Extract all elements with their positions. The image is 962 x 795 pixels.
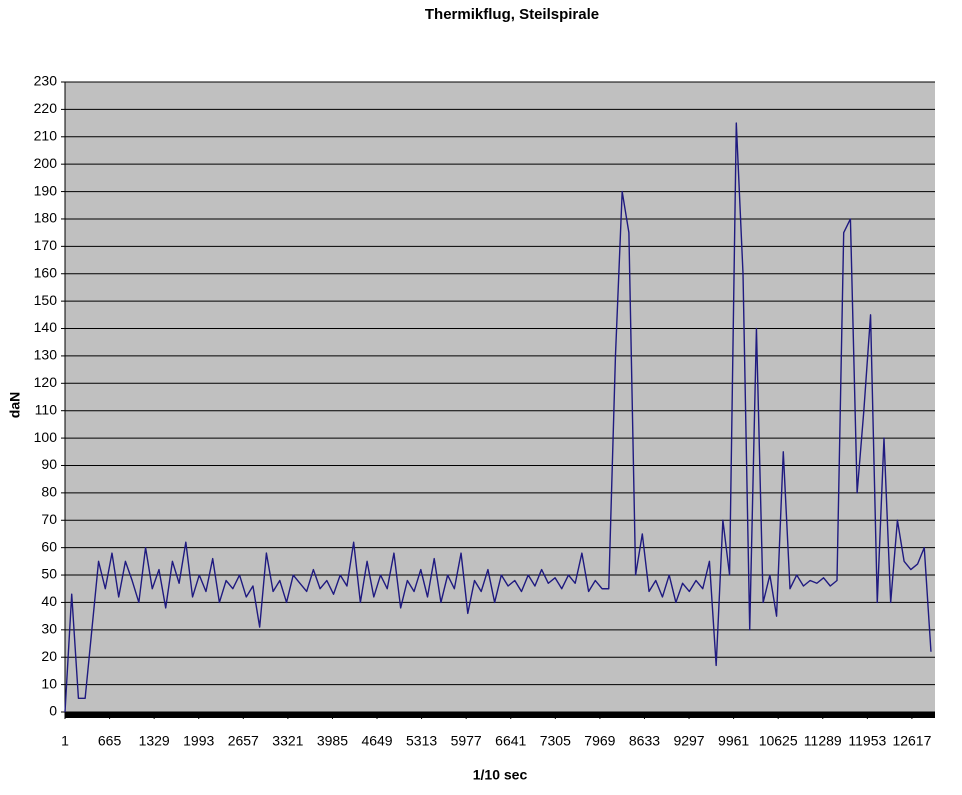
y-tick-label: 230	[34, 73, 58, 89]
plot-area	[65, 82, 935, 712]
x-tick-label: 3321	[272, 733, 303, 749]
y-tick-label: 130	[34, 347, 58, 363]
x-tick-label: 1993	[183, 733, 214, 749]
x-tick-label: 3985	[317, 733, 348, 749]
y-tick-label: 50	[41, 566, 57, 582]
x-tick-label: 665	[98, 733, 122, 749]
y-tick-label: 40	[41, 593, 57, 609]
y-tick-label: 80	[41, 484, 57, 500]
x-tick-label: 10625	[759, 733, 798, 749]
y-tick-label: 100	[34, 429, 58, 445]
y-tick-label: 170	[34, 237, 58, 253]
chart-title: Thermikflug, Steilspirale	[425, 6, 599, 23]
data-line	[64, 122, 932, 713]
x-tick-label: 11953	[848, 733, 886, 749]
x-tick-label: 4649	[361, 733, 392, 749]
y-tick-label: 30	[41, 621, 57, 637]
y-tick-label: 70	[41, 511, 57, 527]
y-tick-label: 210	[34, 127, 58, 143]
y-tick-label: 200	[34, 155, 58, 171]
x-tick-label: 8633	[629, 733, 660, 749]
x-tick-label: 1	[61, 733, 69, 749]
y-tick-label: 190	[34, 182, 58, 198]
x-tick-label: 1329	[139, 733, 170, 749]
y-axis-label: daN	[7, 392, 23, 418]
y-tick-label: 90	[41, 456, 57, 472]
y-tick-label: 180	[34, 210, 58, 226]
y-tick-label: 10	[41, 675, 57, 691]
y-tick-label: 0	[49, 703, 57, 719]
y-tick-label: 120	[34, 374, 58, 390]
y-tick-label: 140	[34, 319, 58, 335]
x-tick-label: 12617	[892, 733, 931, 749]
y-tick-label: 150	[34, 292, 58, 308]
x-tick-label: 7305	[540, 733, 571, 749]
y-tick-label: 220	[34, 100, 58, 116]
y-tick-label: 160	[34, 264, 58, 280]
x-axis-label: 1/10 sec	[473, 767, 528, 783]
y-tick-label: 110	[35, 401, 58, 417]
y-tick-label: 20	[41, 648, 57, 664]
y-tick-label: 60	[41, 538, 57, 554]
x-tick-label: 7969	[584, 733, 615, 749]
x-tick-label: 2657	[228, 733, 259, 749]
x-tick-label: 5977	[451, 733, 482, 749]
x-tick-label: 5313	[406, 733, 437, 749]
x-tick-label: 9297	[673, 733, 704, 749]
x-tick-label: 11289	[804, 733, 842, 749]
x-tick-label: 9961	[718, 733, 749, 749]
x-tick-label: 6641	[495, 733, 526, 749]
